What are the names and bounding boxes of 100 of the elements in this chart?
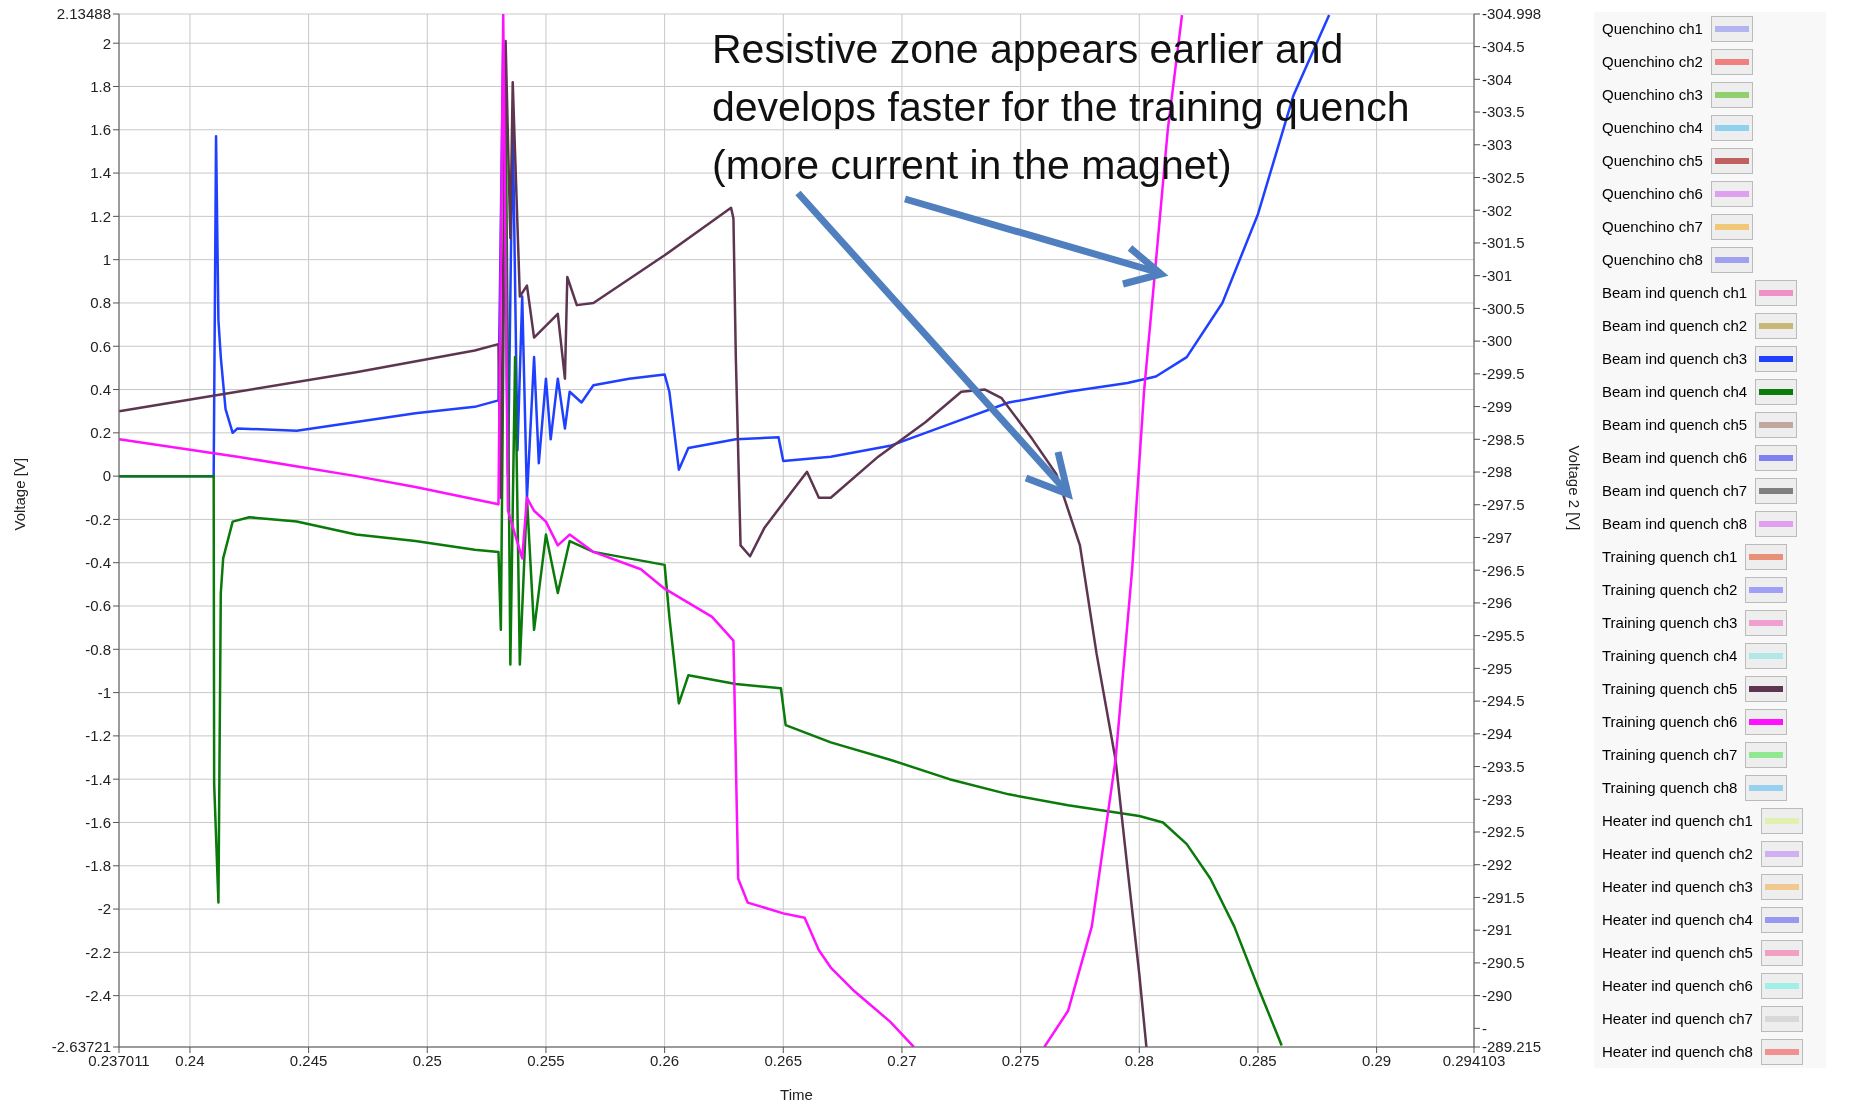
y2-tick-label: -291.5: [1482, 888, 1525, 906]
y2-tick-label: -295: [1482, 659, 1513, 677]
legend-label: Beam ind quench ch7: [1602, 482, 1748, 499]
x-tick-label: 0.27: [887, 1051, 917, 1069]
x-tick-label: 0.285: [1239, 1051, 1277, 1069]
legend-label: Quenchino ch2: [1602, 53, 1703, 70]
x-tick-label: 0.275: [1001, 1051, 1040, 1069]
y2-tick-label: -299: [1482, 397, 1513, 415]
legend-label: Quenchino ch8: [1602, 251, 1703, 268]
y-tick-label: 2: [102, 34, 111, 52]
legend-label: Heater ind quench ch4: [1602, 911, 1753, 928]
legend-label: Heater ind quench ch5: [1602, 944, 1753, 961]
y-tick-label: 2.13488: [56, 5, 111, 23]
y2-tick-label: -: [1482, 1019, 1487, 1037]
y2-tick-label: -294: [1482, 725, 1513, 743]
y2-tick-label: -294.5: [1482, 692, 1525, 710]
y-tick-label: 0.2: [90, 424, 111, 442]
legend-label: Beam ind quench ch1: [1602, 284, 1748, 301]
y2-tick-label: -295.5: [1482, 626, 1525, 644]
legend-label: Beam ind quench ch4: [1602, 383, 1748, 400]
y-tick-label: 0.6: [90, 337, 111, 355]
y2-tick-label: -293.5: [1482, 757, 1525, 775]
legend-label: Beam ind quench ch8: [1602, 515, 1748, 532]
y-tick-label: -1: [97, 683, 111, 701]
legend-label: Heater ind quench ch1: [1602, 812, 1753, 829]
y-tick-label: -2.2: [85, 943, 111, 961]
y2-tick-label: -304.998: [1482, 5, 1542, 23]
y2-tick-label: -304.5: [1482, 37, 1525, 55]
legend-label: Quenchino ch5: [1602, 152, 1703, 169]
legend-label: Heater ind quench ch2: [1602, 845, 1753, 862]
x-tick-label: 0.245: [289, 1051, 328, 1069]
y-tick-label: -0.4: [85, 554, 111, 572]
y-tick-label: 1: [102, 250, 111, 268]
y2-tick-label: -293: [1482, 790, 1513, 808]
x-tick-label: 0.265: [764, 1051, 803, 1069]
x-tick-label: 0.28: [1124, 1051, 1154, 1069]
y-tick-label: 0: [102, 467, 111, 485]
y2-tick-label: -296: [1482, 594, 1513, 612]
y2-tick-label: -301.5: [1482, 234, 1525, 252]
legend-label: Beam ind quench ch6: [1602, 449, 1748, 466]
y-tick-label: -0.8: [85, 640, 111, 658]
y2-tick-label: -290.5: [1482, 954, 1525, 972]
y-tick-label: -1.2: [85, 727, 111, 745]
legend-label: Heater ind quench ch8: [1602, 1043, 1753, 1060]
y-tick-label: -1.8: [85, 857, 111, 875]
legend-label: Training quench ch8: [1602, 779, 1738, 796]
legend-label: Training quench ch3: [1602, 614, 1738, 631]
legend-label: Quenchino ch6: [1602, 185, 1703, 202]
y2-axis-title: Voltage 2 [V]: [1565, 445, 1583, 531]
y2-tick-label: -298: [1482, 463, 1513, 481]
legend-label: Training quench ch4: [1602, 647, 1738, 664]
legend-label: Quenchino ch7: [1602, 218, 1703, 235]
y2-tick-label: -290: [1482, 986, 1513, 1004]
x-tick-label: 0.24: [175, 1051, 205, 1069]
x-tick-label: 0.255: [527, 1051, 565, 1069]
y-axis-title: Voltage [V]: [11, 457, 29, 531]
x-tick-label: 0.25: [412, 1051, 442, 1069]
y2-tick-label: -301: [1482, 266, 1513, 284]
y-tick-label: 1.2: [90, 207, 111, 225]
y2-tick-label: -292: [1482, 856, 1513, 874]
y2-tick-label: -300.5: [1482, 299, 1525, 317]
x-tick-label: 0.29: [1362, 1051, 1392, 1069]
y2-tick-label: -297.5: [1482, 496, 1525, 514]
y-tick-label: 0.8: [90, 294, 111, 312]
y-tick-label: -0.6: [85, 597, 111, 615]
y-tick-label: -1.4: [85, 770, 111, 788]
x-tick-label: 0.26: [650, 1051, 680, 1069]
y2-tick-label: -297: [1482, 528, 1513, 546]
y2-tick-label: -303.5: [1482, 103, 1525, 121]
legend-label: Heater ind quench ch7: [1602, 1010, 1753, 1027]
y-tick-label: -2: [97, 900, 111, 918]
y2-tick-label: -299.5: [1482, 365, 1525, 383]
y-tick-label: 1.6: [90, 121, 111, 139]
y-tick-label: 1.8: [90, 77, 111, 95]
legend-label: Beam ind quench ch2: [1602, 317, 1748, 334]
y-tick-label: 0.4: [90, 380, 111, 398]
legend-label: Training quench ch2: [1602, 581, 1738, 598]
y2-tick-label: -302.5: [1482, 168, 1525, 186]
y2-tick-label: -304: [1482, 70, 1513, 88]
legend-label: Training quench ch7: [1602, 746, 1738, 763]
y2-tick-label: -302: [1482, 201, 1513, 219]
legend-label: Beam ind quench ch5: [1602, 416, 1748, 433]
legend-label: Training quench ch5: [1602, 680, 1738, 697]
y-tick-label: -2.4: [85, 986, 111, 1004]
legend-label: Heater ind quench ch6: [1602, 977, 1753, 994]
y2-tick-label: -296.5: [1482, 561, 1525, 579]
y2-tick-label: -298.5: [1482, 430, 1525, 448]
y2-tick-label: -300: [1482, 332, 1513, 350]
y-tick-label: 1.4: [90, 164, 111, 182]
y-tick-label: -1.6: [85, 813, 111, 831]
legend-label: Quenchino ch3: [1602, 86, 1703, 103]
legend-label: Quenchino ch1: [1602, 20, 1703, 37]
legend-label: Quenchino ch4: [1602, 119, 1703, 136]
legend-label: Beam ind quench ch3: [1602, 350, 1748, 367]
y2-tick-label: -303: [1482, 136, 1513, 154]
y2-tick-label: -291: [1482, 921, 1513, 939]
y2-tick-label: -292.5: [1482, 823, 1525, 841]
legend-label: Heater ind quench ch3: [1602, 878, 1753, 895]
legend-label: Training quench ch6: [1602, 713, 1738, 730]
y-tick-label: -0.2: [85, 510, 111, 528]
